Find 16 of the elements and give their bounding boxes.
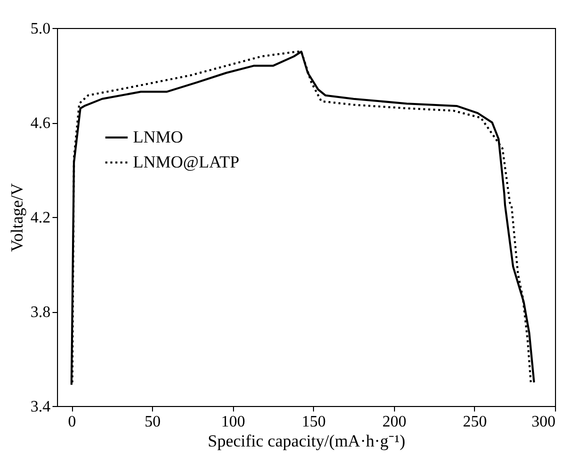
y-tick-label: 5.0 — [30, 20, 50, 38]
y-tick-label: 3.8 — [30, 304, 50, 321]
x-tick-label: 100 — [221, 414, 246, 430]
y-axis-title: Voltage/V — [8, 182, 26, 252]
x-tick-label: 300 — [532, 414, 556, 430]
x-tick-label: 0 — [68, 414, 76, 430]
y-tick-label: 4.2 — [30, 210, 50, 226]
x-tick-label: 200 — [382, 414, 406, 430]
legend-label: LNMO — [133, 128, 184, 146]
x-axis-title: Specific capacity/(mA·h·g⁻¹) — [208, 432, 406, 450]
x-tick-label: 250 — [462, 414, 487, 430]
y-tick-label: 4.6 — [30, 115, 50, 132]
legend-label: LNMO@LATP — [133, 152, 240, 172]
x-tick-label: 150 — [302, 414, 326, 430]
x-tick-label: 50 — [144, 414, 161, 430]
y-tick-label: 3.4 — [30, 398, 50, 416]
